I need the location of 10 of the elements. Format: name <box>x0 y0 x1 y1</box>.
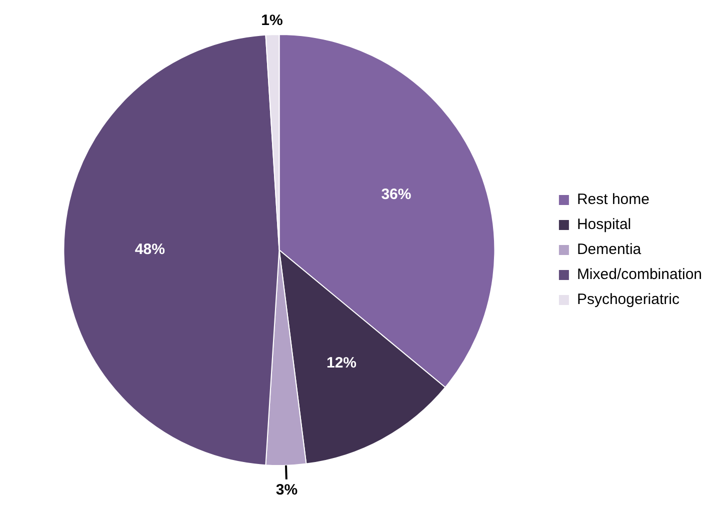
legend-label: Hospital <box>576 216 632 234</box>
legend-label: Rest home <box>576 191 650 208</box>
data-label: 1% <box>261 12 283 29</box>
legend-label: Dementia <box>576 241 642 258</box>
data-label: 3% <box>276 482 298 499</box>
legend-label: Mixed/combination <box>576 266 702 284</box>
data-label: 36% <box>381 186 412 204</box>
data-label: 12% <box>326 354 357 372</box>
data-label: 48% <box>134 241 165 258</box>
legend-label: Psychogeriatric <box>576 291 680 308</box>
